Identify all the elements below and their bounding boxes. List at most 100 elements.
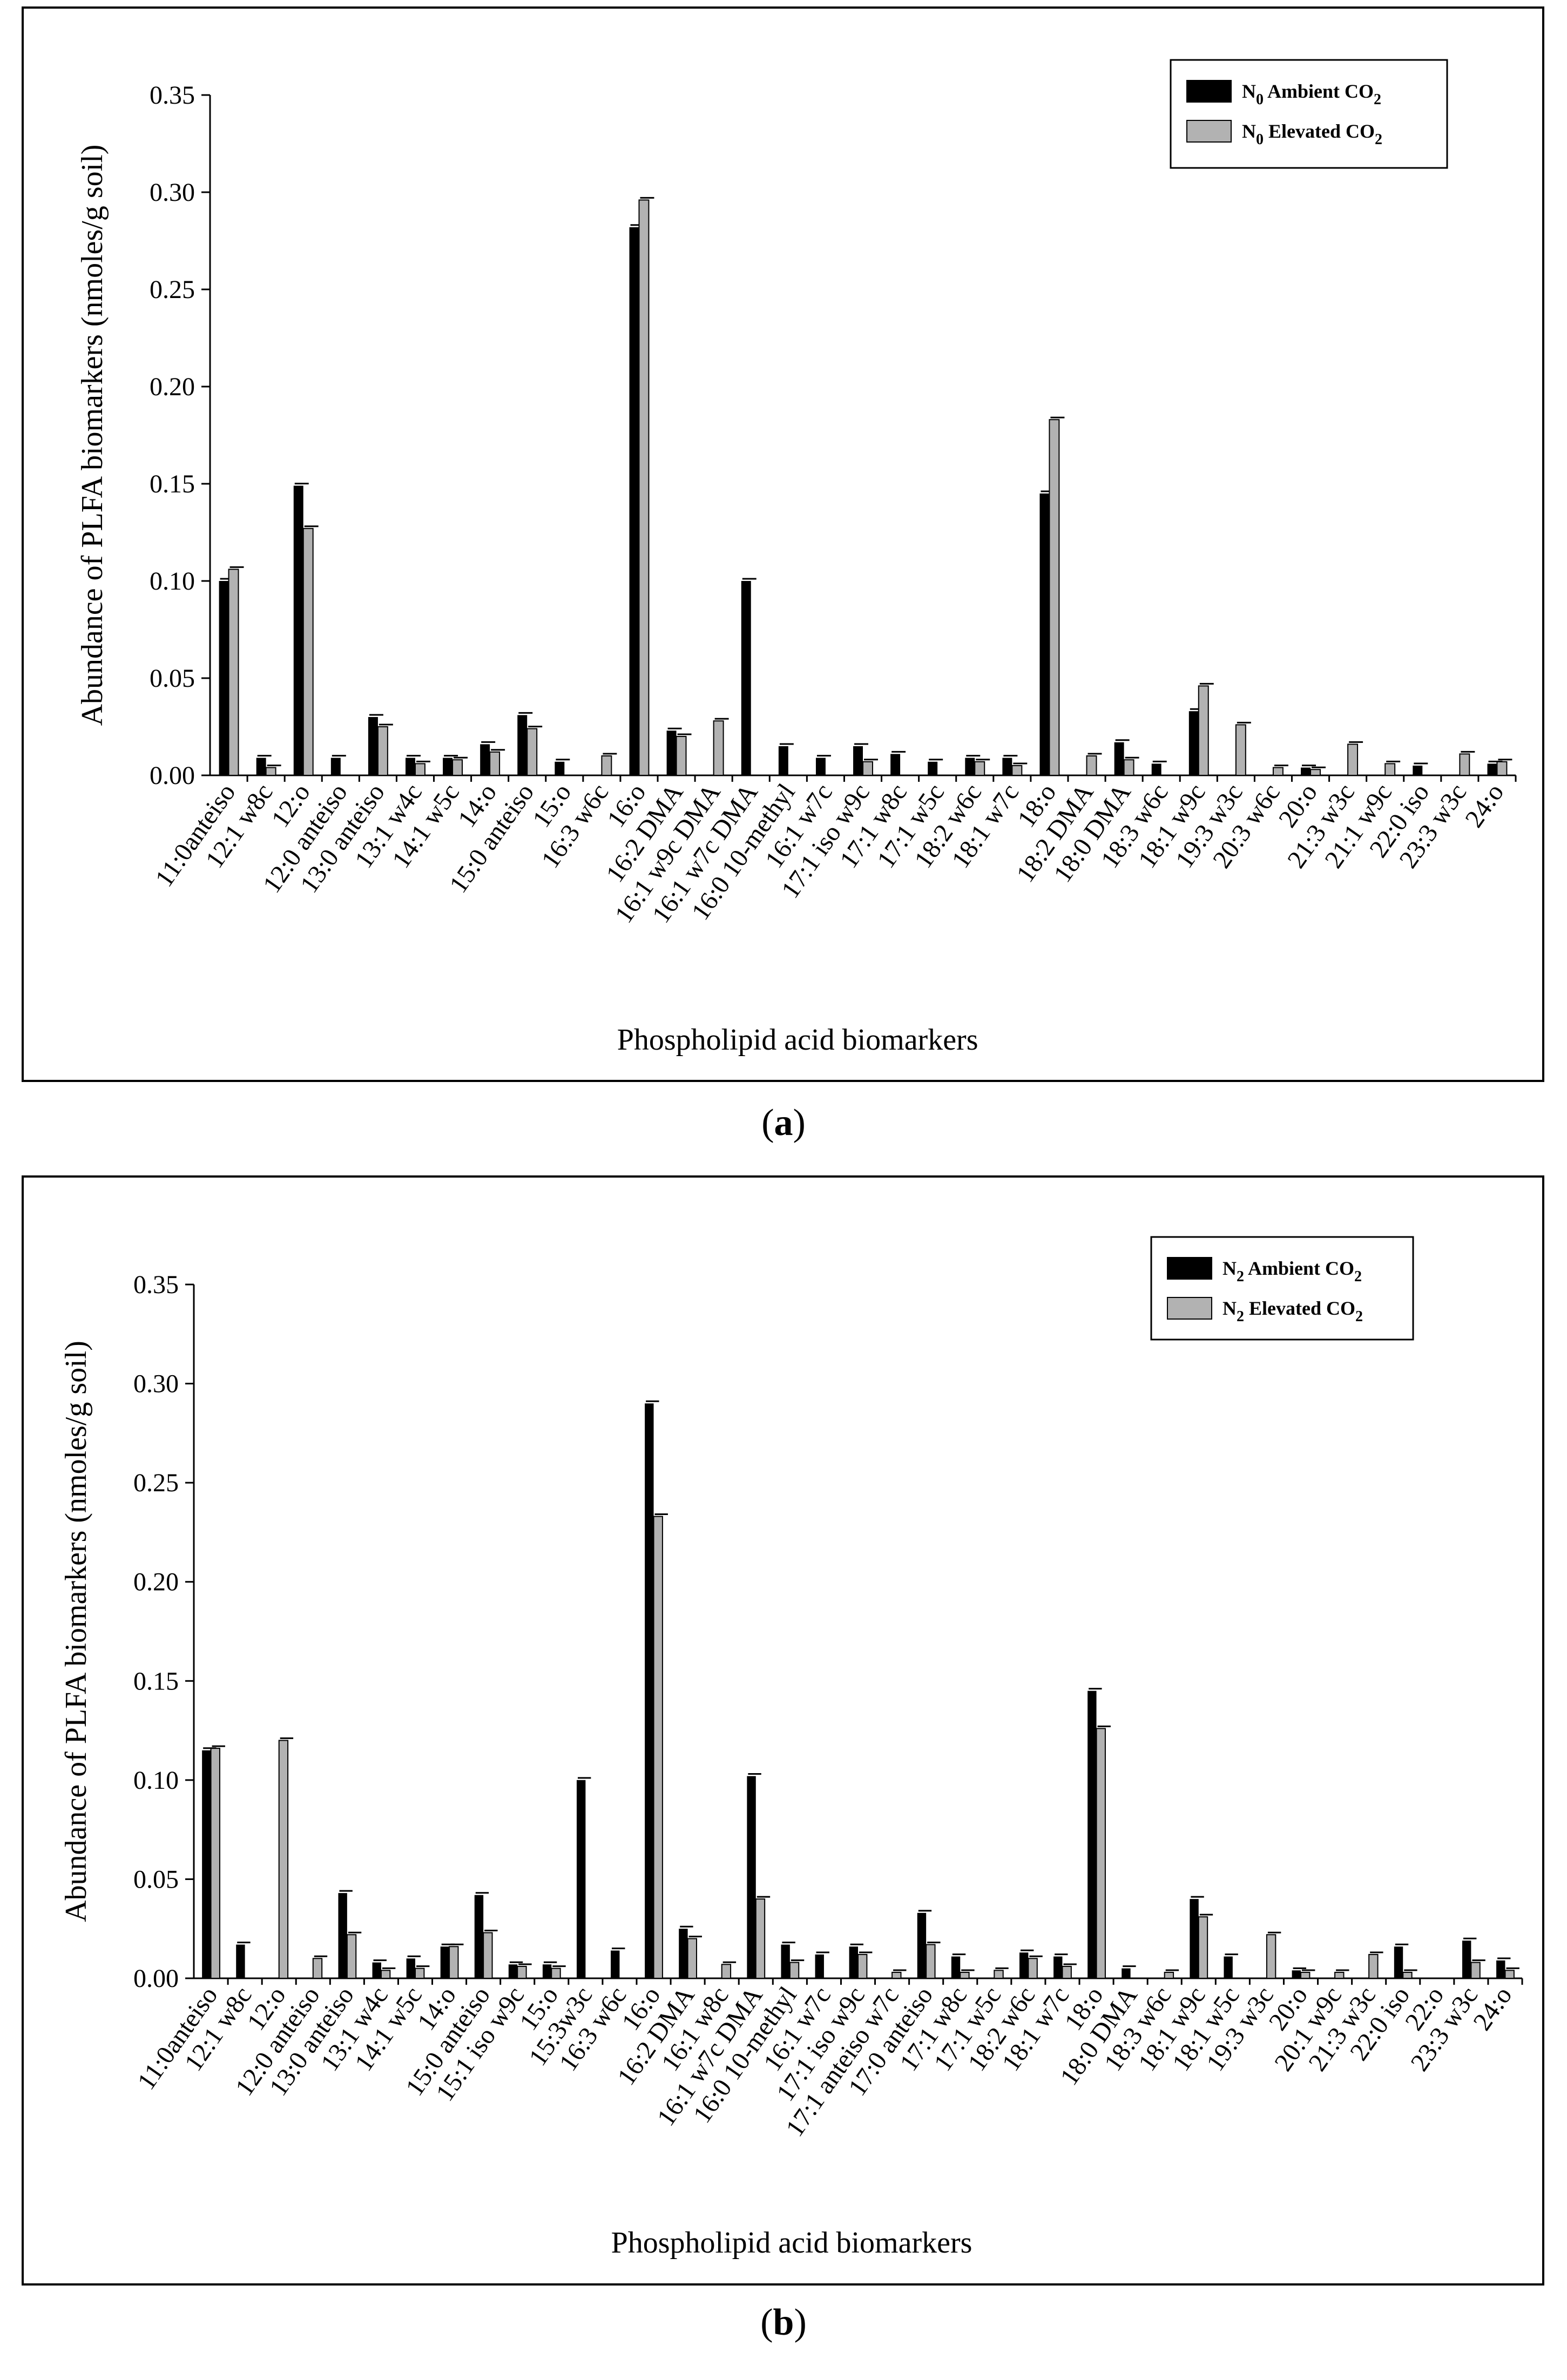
y-tick-label: 0.15	[133, 1667, 179, 1695]
bar-ambient	[440, 1946, 450, 1978]
bar-elevated	[1496, 761, 1508, 776]
bar-elevated	[551, 1967, 561, 1979]
bar-elevated	[1049, 419, 1060, 776]
legend-swatch-elevated	[1186, 120, 1232, 143]
bar-ambient	[236, 1944, 245, 1978]
bar-ambient	[293, 485, 303, 775]
bar-ambient	[1301, 767, 1311, 775]
bar-ambient	[1002, 758, 1012, 775]
y-tick-label: 0.25	[150, 275, 195, 304]
bar-elevated	[857, 1953, 868, 1979]
bar-ambient	[1019, 1952, 1029, 1978]
panel-label-b: (b)	[0, 2301, 1567, 2344]
bar-elevated	[1368, 1953, 1379, 1979]
label-a-open: (	[761, 1102, 774, 1144]
bar-elevated	[228, 569, 239, 776]
bar-ambient	[1292, 1970, 1301, 1978]
bar-ambient	[645, 1403, 654, 1978]
bar-elevated	[755, 1898, 766, 1979]
bar-elevated	[483, 1932, 493, 1979]
bar-ambient	[256, 758, 266, 775]
bar-elevated	[676, 736, 687, 776]
bar-ambient	[1088, 1691, 1097, 1978]
bar-ambient	[219, 581, 229, 775]
bar-elevated	[1062, 1965, 1072, 1979]
bar-elevated	[653, 1516, 663, 1979]
y-tick-label: 0.05	[150, 664, 195, 693]
bar-ambient	[747, 1776, 756, 1978]
bar-ambient	[778, 746, 788, 775]
bar-ambient	[542, 1964, 552, 1978]
y-tick-label: 0.20	[150, 373, 195, 401]
bar-elevated	[1334, 1971, 1345, 1979]
bar-elevated	[1086, 755, 1097, 776]
legend-label-elevated: N0 Elevated CO2	[1242, 120, 1382, 148]
bar-elevated	[1096, 1728, 1106, 1979]
chart-panel-a: 0.00 0.05 0.10 0.15 0.20 0.25 0.30 0.35 Abundanc…	[22, 6, 1544, 1082]
bar-elevated	[1198, 685, 1209, 776]
bar-ambient	[338, 1893, 347, 1978]
bar-elevated	[1384, 763, 1396, 776]
y-tick-label: 0.10	[133, 1766, 179, 1795]
bar-ambient	[679, 1929, 688, 1978]
bar-elevated	[1300, 1971, 1311, 1979]
bar-elevated	[1310, 769, 1321, 776]
bar-ambient	[815, 1954, 824, 1978]
bar-elevated	[1011, 765, 1023, 776]
x-axis-title: Phospholipid acid biomarkers	[617, 1023, 978, 1057]
x-axis-title: Phospholipid acid biomarkers	[611, 2226, 972, 2260]
y-tick-label: 0.30	[150, 178, 195, 207]
bar-elevated	[1347, 743, 1359, 776]
bar-elevated	[415, 1967, 425, 1979]
bar-elevated	[1266, 1934, 1276, 1979]
bar-ambient	[611, 1950, 620, 1978]
bar-ambient	[555, 761, 565, 775]
bar-ambient	[508, 1964, 518, 1978]
bar-ambient	[1190, 1899, 1199, 1978]
y-tick-label: 0.25	[133, 1469, 179, 1497]
bar-elevated	[1198, 1916, 1208, 1979]
y-axis-title: Abundance of PLFA biomarkers (nmoles/g s…	[59, 1341, 93, 1922]
bar-ambient	[1224, 1956, 1233, 1978]
bar-elevated	[526, 728, 538, 776]
bar-ambient	[330, 758, 341, 775]
bar-elevated	[926, 1944, 936, 1979]
bar-ambient	[1053, 1956, 1063, 1978]
bar-elevated	[960, 1971, 970, 1979]
bar-ambient	[890, 754, 901, 775]
bar-ambient	[1394, 1946, 1403, 1978]
bar-ambient	[443, 758, 453, 775]
bar-elevated	[312, 1958, 323, 1979]
y-axis-title: Abundance of PLFA biomarkers (nmoles/g s…	[76, 145, 109, 726]
bar-ambient	[849, 1946, 858, 1978]
bar-elevated	[1123, 759, 1134, 776]
bar-ambient	[741, 581, 751, 775]
legend-swatch-ambient	[1167, 1257, 1212, 1280]
bar-ambient	[853, 746, 863, 775]
bar-ambient	[928, 761, 938, 775]
y-tick-label: 0.10	[150, 567, 195, 596]
bar-elevated	[346, 1934, 357, 1979]
bar-elevated	[1272, 767, 1284, 776]
label-b-close: )	[794, 2302, 807, 2343]
bar-elevated	[974, 761, 985, 776]
label-a-letter: a	[774, 1102, 793, 1144]
bar-ambient	[1188, 711, 1199, 775]
bar-ambient	[1487, 763, 1497, 775]
chart-a-svg: 0.00 0.05 0.10 0.15 0.20 0.25 0.30 0.35 Abundanc…	[76, 59, 1517, 1057]
label-b-letter: b	[773, 2302, 794, 2343]
bar-elevated	[452, 759, 463, 776]
bar-elevated	[1164, 1971, 1174, 1979]
bar-elevated	[713, 720, 724, 776]
legend-label-ambient: N2 Ambient CO2	[1222, 1257, 1362, 1285]
bar-elevated	[1235, 724, 1246, 776]
bar-ambient	[1413, 766, 1423, 775]
y-tick-label: 0.35	[150, 81, 195, 110]
bar-ambient	[1496, 1960, 1505, 1978]
bar-elevated	[449, 1946, 459, 1979]
bar-elevated	[687, 1938, 698, 1979]
legend-box	[1170, 59, 1448, 169]
bar-elevated	[302, 528, 314, 776]
bar-ambient	[965, 758, 975, 775]
bar-ambient	[1151, 763, 1161, 775]
